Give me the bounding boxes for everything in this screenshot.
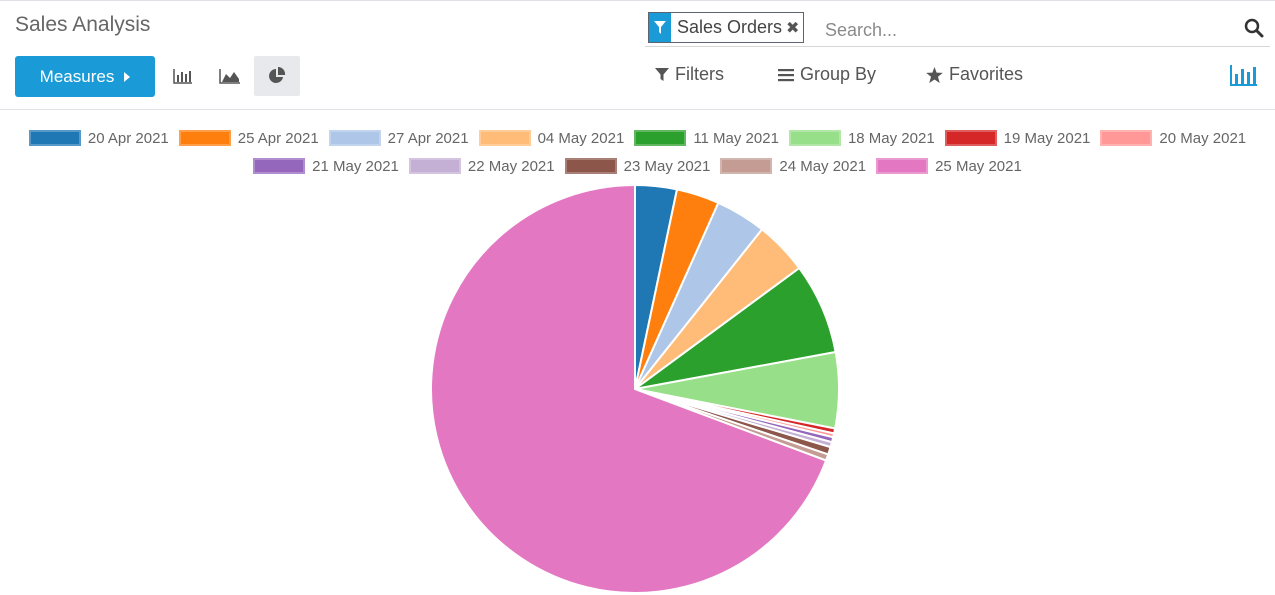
legend-label: 19 May 2021	[1003, 129, 1091, 147]
pie-chart-view-button[interactable]	[254, 56, 300, 96]
legend-swatch	[478, 130, 531, 146]
pie-chart-icon	[269, 67, 286, 83]
legend-swatch	[876, 158, 929, 174]
page-title: Sales Analysis	[15, 13, 151, 36]
legend-swatch	[944, 130, 997, 146]
legend-item[interactable]: 19 May 2021	[944, 124, 1091, 152]
filter-icon	[655, 67, 669, 81]
bar-chart-icon	[1230, 65, 1257, 86]
star-icon	[926, 66, 943, 83]
legend-swatch	[1100, 130, 1153, 146]
legend-row: 20 Apr 2021 25 Apr 2021 27 Apr 2021 04 May …	[0, 124, 1275, 152]
legend-swatch	[564, 158, 617, 174]
legend-item[interactable]: 22 May 2021	[408, 152, 555, 180]
legend-swatch	[28, 130, 81, 146]
list-icon	[778, 68, 794, 81]
legend-label: 04 May 2021	[537, 129, 625, 147]
pie-chart-svg	[430, 183, 840, 594]
legend-label: 11 May 2021	[693, 129, 779, 147]
legend-item[interactable]: 25 Apr 2021	[178, 124, 319, 152]
legend-swatch	[788, 130, 841, 146]
favorites-label: Favorites	[949, 64, 1024, 84]
legend-item[interactable]: 21 May 2021	[253, 152, 399, 180]
bar-chart-view-button[interactable]	[160, 56, 206, 96]
filter-icon	[649, 13, 671, 42]
legend-item[interactable]: 20 Apr 2021	[28, 124, 169, 152]
search-icon[interactable]	[1244, 18, 1264, 43]
legend-swatch	[634, 130, 687, 146]
pie-slice[interactable]	[430, 183, 828, 594]
legend-label: 20 May 2021	[1159, 129, 1247, 147]
search-box: Sales Orders ✖	[645, 11, 1270, 47]
legend-item[interactable]: 25 May 2021	[876, 152, 1022, 180]
legend-label: 25 Apr 2021	[237, 129, 319, 147]
legend-label: 25 May 2021	[935, 157, 1022, 175]
legend-item[interactable]: 11 May 2021	[634, 124, 779, 152]
legend-swatch	[328, 130, 381, 146]
group-by-button[interactable]: Group By	[778, 64, 876, 85]
search-input[interactable]	[825, 17, 1225, 43]
favorites-button[interactable]: Favorites	[926, 64, 1023, 85]
legend-swatch	[253, 158, 306, 174]
legend-swatch	[720, 158, 773, 174]
legend-item[interactable]: 24 May 2021	[720, 152, 866, 180]
legend-label: 24 May 2021	[779, 157, 867, 175]
caret-right-icon	[124, 71, 131, 82]
filters-button[interactable]: Filters	[655, 64, 724, 85]
group-by-label: Group By	[800, 64, 877, 84]
legend-row: 21 May 2021 22 May 2021 23 May 2021 24 May …	[0, 152, 1275, 180]
measures-label: Measures	[39, 66, 115, 86]
close-icon[interactable]: ✖	[786, 19, 800, 37]
legend-label: 22 May 2021	[467, 157, 555, 175]
legend-item[interactable]: 27 Apr 2021	[328, 124, 469, 152]
legend-item[interactable]: 04 May 2021	[478, 124, 625, 152]
legend-swatch	[408, 158, 461, 174]
legend-label: 21 May 2021	[312, 157, 399, 175]
legend-item[interactable]: 18 May 2021	[788, 124, 935, 152]
legend-item[interactable]: 23 May 2021	[564, 152, 711, 180]
chart-legend: 20 Apr 2021 25 Apr 2021 27 Apr 2021 04 May …	[0, 124, 1275, 180]
legend-item[interactable]: 20 May 2021	[1100, 124, 1246, 152]
legend-swatch	[178, 130, 231, 146]
line-chart-view-button[interactable]	[207, 56, 253, 96]
legend-label: 23 May 2021	[623, 157, 711, 175]
filters-label: Filters	[675, 64, 724, 84]
pie-chart	[428, 183, 842, 595]
facet-label: Sales Orders	[677, 17, 783, 37]
bar-chart-icon	[173, 69, 192, 84]
search-facet[interactable]: Sales Orders ✖	[648, 12, 805, 43]
control-panel: Sales Analysis Sales Orders ✖ Measures F…	[0, 0, 1275, 110]
line-chart-icon	[219, 69, 240, 84]
graph-view-switch[interactable]	[1230, 64, 1258, 91]
legend-label: 20 Apr 2021	[87, 129, 169, 147]
legend-label: 18 May 2021	[847, 129, 935, 147]
legend-label: 27 Apr 2021	[387, 129, 469, 147]
measures-button[interactable]: Measures	[15, 56, 155, 97]
